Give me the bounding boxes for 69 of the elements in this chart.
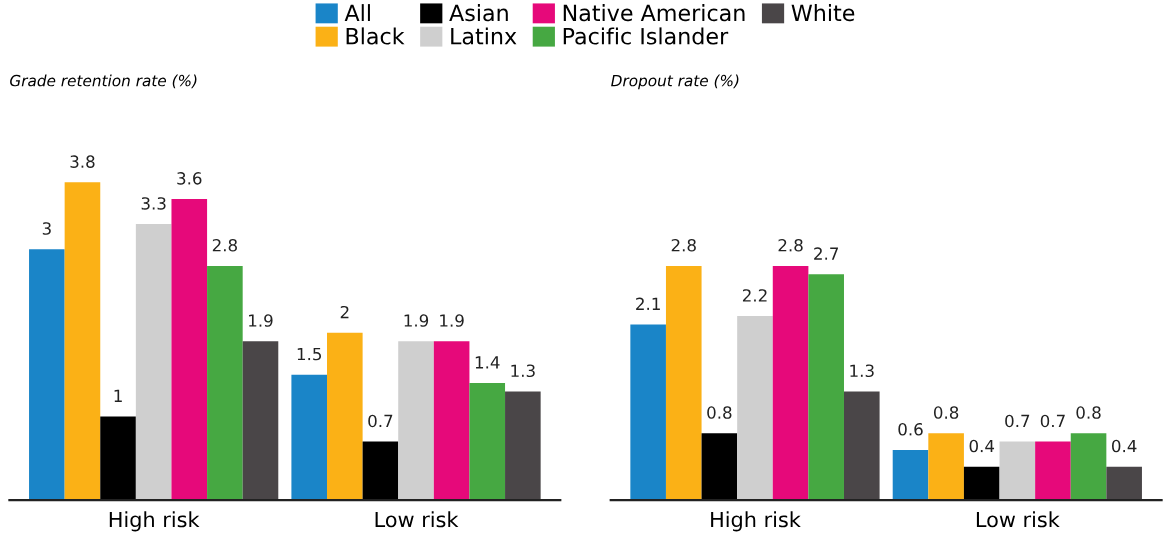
data-label: 2.8 [778,238,803,252]
legend-label: White [791,4,855,22]
bar [843,391,880,501]
bar [207,265,243,501]
bar [1070,433,1107,501]
bar [701,433,738,501]
chart-title: Grade retention rate (%) [10,74,197,89]
data-label: 1.4 [475,356,500,369]
bar [327,332,363,501]
data-label: 1.9 [440,314,464,327]
x-tick-label: Low risk [375,511,459,528]
bar [398,341,434,501]
data-label: 2.8 [212,238,237,252]
data-label: 2.8 [671,238,696,252]
data-label: 1.5 [297,347,322,361]
bar [64,182,101,501]
data-label: 1.9 [249,314,273,327]
data-label: 3.3 [141,197,166,210]
bar [772,265,809,501]
data-label: 0.6 [898,423,923,436]
legend-label: Black [346,27,405,45]
data-label: 0.4 [969,439,995,453]
data-label: 0.8 [1076,406,1101,419]
data-label: 3 [42,222,51,235]
data-label: 3.8 [70,155,95,168]
bar [433,341,470,501]
bar [135,224,172,501]
bar [469,383,506,501]
data-label: 0.7 [1005,414,1030,428]
data-label: 1.3 [511,364,535,378]
legend-label: All [344,4,370,21]
data-label: 0.7 [1040,414,1065,428]
legend-label: Native American [563,4,745,22]
x-tick-label: High risk [711,511,801,532]
chart-title: Dropout rate (%) [611,74,739,90]
bar [808,274,844,501]
bar [362,441,399,501]
x-tick-label: Low risk [976,511,1060,528]
bar [999,441,1036,501]
data-label: 2.1 [636,297,660,310]
bar [100,416,136,501]
data-label: 2.7 [814,247,839,260]
bar [630,324,666,501]
data-label: 3.6 [177,172,202,185]
data-label: 2.2 [742,289,767,302]
data-label: 0.7 [368,414,393,428]
bar [1035,441,1071,501]
bar [291,374,328,501]
legend-label: Pacific Islander [563,27,729,45]
bar [892,449,929,501]
legend-label: Asian [449,4,508,22]
bar [665,265,702,501]
bar [963,466,1000,501]
bar [505,391,541,501]
bar [29,249,65,501]
data-label: 0.8 [707,406,732,419]
bar [1106,466,1142,501]
data-label: 1.3 [850,364,874,378]
bar [171,198,208,501]
data-label: 0.8 [933,406,959,419]
data-label: 1 [114,389,122,402]
legend-label: Latinx [451,27,517,45]
data-label: 1.9 [404,314,429,327]
bar [242,341,279,501]
bar [928,433,964,501]
x-tick-label: High risk [109,511,200,532]
data-label: 0.4 [1112,439,1137,453]
bar [737,316,773,501]
data-label: 2 [340,305,349,319]
